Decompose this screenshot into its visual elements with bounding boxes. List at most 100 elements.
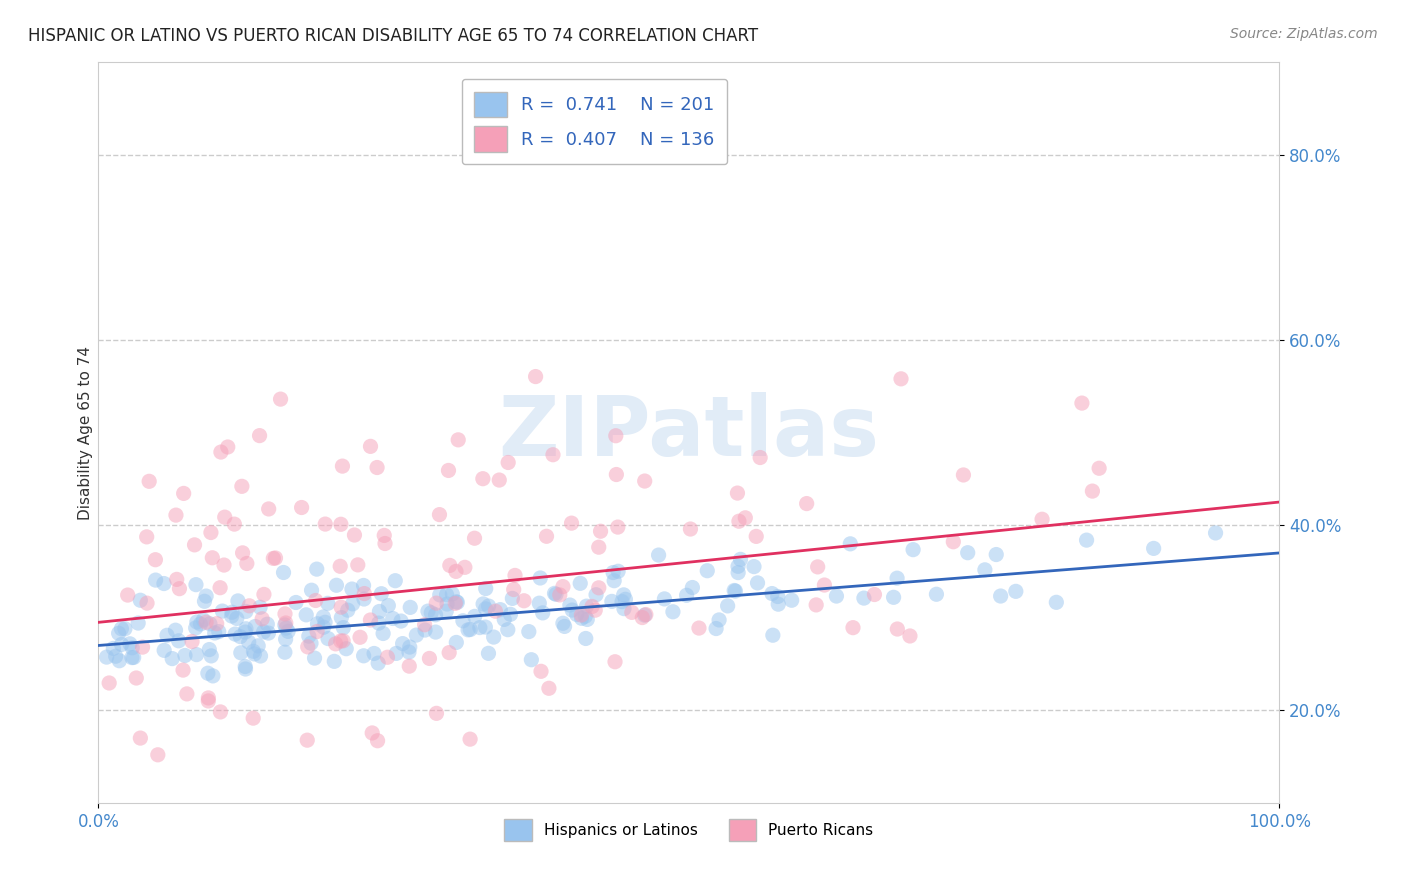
Point <box>952 467 974 482</box>
Point <box>235 662 257 676</box>
Point <box>863 588 886 602</box>
Point <box>613 588 636 602</box>
Point <box>208 624 231 639</box>
Point <box>474 582 496 596</box>
Point <box>249 428 271 442</box>
Point <box>517 624 540 639</box>
Point <box>226 594 249 608</box>
Point <box>446 595 468 609</box>
Point <box>195 615 218 630</box>
Point <box>160 651 183 665</box>
Point <box>605 428 627 442</box>
Point <box>325 578 347 592</box>
Point <box>108 654 131 668</box>
Point <box>1070 396 1092 410</box>
Point <box>681 581 703 595</box>
Point <box>474 602 496 616</box>
Point <box>571 611 593 625</box>
Point <box>329 634 352 648</box>
Point <box>104 649 127 664</box>
Point <box>197 694 219 708</box>
Point <box>231 479 253 493</box>
Point <box>768 597 790 611</box>
Point <box>211 604 233 618</box>
Point <box>529 596 551 610</box>
Point <box>607 564 630 578</box>
Point <box>121 650 143 665</box>
Point <box>257 502 280 516</box>
Point <box>291 500 314 515</box>
Point <box>537 681 560 696</box>
Point <box>531 606 554 620</box>
Point <box>541 448 564 462</box>
Point <box>796 497 818 511</box>
Point <box>437 463 460 477</box>
Point <box>195 589 218 603</box>
Point <box>121 640 143 655</box>
Point <box>359 613 381 627</box>
Point <box>349 630 371 644</box>
Point <box>990 589 1012 603</box>
Point <box>441 587 464 601</box>
Point <box>221 609 243 624</box>
Point <box>548 588 571 602</box>
Point <box>614 592 637 607</box>
Point <box>193 594 215 608</box>
Point <box>1004 584 1026 599</box>
Point <box>127 616 149 631</box>
Point <box>335 641 357 656</box>
Point <box>385 647 408 661</box>
Point <box>353 648 375 663</box>
Point <box>458 623 481 637</box>
Point <box>704 622 727 636</box>
Point <box>323 654 346 668</box>
Point <box>804 598 827 612</box>
Point <box>367 656 389 670</box>
Point <box>136 596 159 610</box>
Point <box>214 510 236 524</box>
Point <box>707 613 730 627</box>
Point <box>250 612 273 626</box>
Point <box>229 630 252 644</box>
Point <box>1031 512 1053 526</box>
Point <box>605 467 627 482</box>
Point <box>274 621 297 635</box>
Point <box>589 524 612 539</box>
Point <box>603 574 626 588</box>
Point <box>370 587 392 601</box>
Point <box>384 574 406 588</box>
Point <box>484 604 506 618</box>
Point <box>353 578 375 592</box>
Point <box>530 665 553 679</box>
Point <box>544 587 567 601</box>
Point <box>747 575 769 590</box>
Point <box>96 650 118 665</box>
Point <box>571 608 593 623</box>
Point <box>471 472 494 486</box>
Point <box>1205 525 1227 540</box>
Point <box>565 607 588 622</box>
Point <box>679 522 702 536</box>
Point <box>631 610 654 624</box>
Point <box>200 648 222 663</box>
Point <box>342 597 364 611</box>
Point <box>413 623 436 637</box>
Point <box>558 598 581 612</box>
Point <box>156 628 179 642</box>
Point <box>813 578 835 592</box>
Point <box>176 687 198 701</box>
Point <box>172 663 194 677</box>
Point <box>186 648 208 662</box>
Legend: Hispanics or Latinos, Puerto Ricans: Hispanics or Latinos, Puerto Ricans <box>498 814 880 847</box>
Point <box>560 516 582 530</box>
Point <box>901 542 924 557</box>
Point <box>190 617 212 632</box>
Text: ZIPatlas: ZIPatlas <box>499 392 879 473</box>
Point <box>332 459 354 474</box>
Point <box>122 650 145 665</box>
Point <box>446 595 468 609</box>
Point <box>634 474 657 488</box>
Point <box>488 473 510 487</box>
Point <box>165 508 187 522</box>
Point <box>312 620 335 634</box>
